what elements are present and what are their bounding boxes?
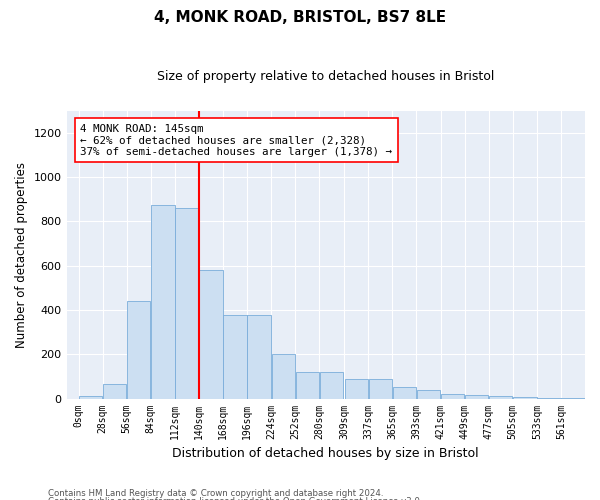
Bar <box>417 390 440 398</box>
Bar <box>103 384 127 398</box>
Bar <box>368 378 392 398</box>
Bar <box>247 316 271 398</box>
Bar <box>175 208 199 398</box>
Bar <box>393 388 416 398</box>
Text: Contains public sector information licensed under the Open Government Licence v3: Contains public sector information licen… <box>48 498 422 500</box>
Bar <box>79 396 103 398</box>
Bar <box>465 395 488 398</box>
Bar <box>151 204 175 398</box>
Text: 4 MONK ROAD: 145sqm
← 62% of detached houses are smaller (2,328)
37% of semi-det: 4 MONK ROAD: 145sqm ← 62% of detached ho… <box>80 124 392 157</box>
Bar <box>127 301 151 398</box>
Text: 4, MONK ROAD, BRISTOL, BS7 8LE: 4, MONK ROAD, BRISTOL, BS7 8LE <box>154 10 446 25</box>
Y-axis label: Number of detached properties: Number of detached properties <box>15 162 28 348</box>
X-axis label: Distribution of detached houses by size in Bristol: Distribution of detached houses by size … <box>172 447 479 460</box>
Bar <box>489 396 512 398</box>
Title: Size of property relative to detached houses in Bristol: Size of property relative to detached ho… <box>157 70 494 83</box>
Bar <box>344 378 368 398</box>
Bar <box>320 372 343 398</box>
Bar <box>199 270 223 398</box>
Bar <box>296 372 319 398</box>
Bar <box>272 354 295 399</box>
Bar <box>223 316 247 398</box>
Bar <box>441 394 464 398</box>
Text: Contains HM Land Registry data © Crown copyright and database right 2024.: Contains HM Land Registry data © Crown c… <box>48 488 383 498</box>
